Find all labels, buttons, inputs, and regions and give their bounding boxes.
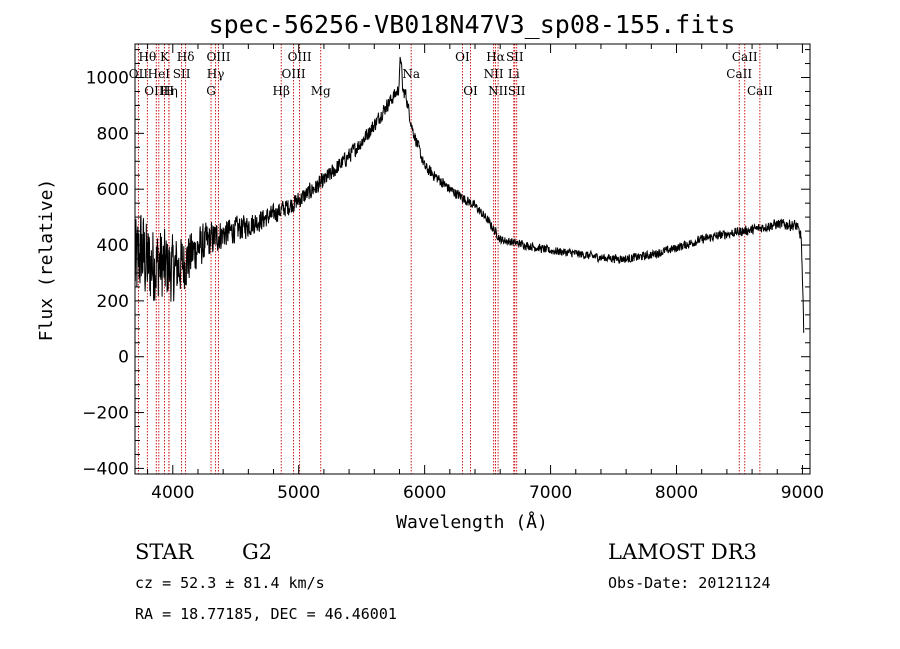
emission-line-label: HeI — [148, 67, 171, 81]
emission-line-label: OIII — [288, 50, 312, 64]
emission-line-label: NII — [488, 84, 508, 98]
x-tick-label: 7000 — [529, 483, 572, 503]
redshift-velocity: cz = 52.3 ± 81.4 km/s — [135, 574, 325, 592]
emission-line-label: Hγ — [207, 67, 225, 81]
emission-line-label: Mg — [311, 84, 331, 98]
y-tick-label: 800 — [97, 124, 129, 144]
y-tick-label: 400 — [97, 236, 129, 256]
emission-line-label: Na — [402, 67, 420, 81]
emission-line-label: SII — [508, 84, 526, 98]
y-tick-label: −400 — [82, 459, 129, 479]
emission-line-label: OIII — [206, 50, 230, 64]
y-tick-label: 0 — [118, 348, 129, 368]
x-tick-label: 8000 — [655, 483, 698, 503]
emission-line-label: G — [206, 84, 216, 98]
emission-line-labels: OII Hθ OIII HeI K HηH SII Hδ G Hγ OIII Hβ OIII OIII Mg… — [129, 50, 773, 98]
emission-line-label: OIII — [282, 67, 306, 81]
y-tick-label: 600 — [97, 180, 129, 200]
emission-line-label: SII — [173, 67, 191, 81]
emission-line-label: OI — [455, 50, 470, 64]
survey-name: LAMOST DR3 — [608, 540, 757, 564]
emission-line-label: OIII — [144, 84, 168, 98]
emission-line-label: OI — [463, 84, 478, 98]
emission-line-label: Li — [508, 67, 520, 81]
spectrum-line — [134, 56, 805, 333]
observation-date: Obs-Date: 20121124 — [608, 574, 771, 592]
emission-line-label: OII — [129, 67, 149, 81]
emission-lines-layer — [137, 44, 761, 474]
y-axis-label: Flux (relative) — [36, 179, 57, 342]
emission-line-label: K — [160, 50, 170, 64]
emission-line-label: Hδ — [177, 50, 195, 64]
sky-coordinates: RA = 18.77185, DEC = 46.46001 — [135, 605, 397, 623]
y-tick-label: −200 — [82, 404, 129, 424]
x-tick-label: 4000 — [151, 483, 194, 503]
emission-line-label: Hη — [160, 84, 178, 98]
emission-line-label: Hβ — [273, 84, 290, 98]
emission-line-label: Hθ — [138, 50, 156, 64]
y-tick-label: 200 — [97, 292, 129, 312]
emission-line-label: CaII — [732, 50, 758, 64]
spectral-subclass: G2 — [242, 540, 272, 564]
spectral-class: STAR — [135, 540, 194, 564]
emission-line-label: Hα — [486, 50, 505, 64]
emission-line-label: SII — [506, 50, 524, 64]
axis-tick-labels: 4000 5000 6000 7000 8000 9000 −400 −200 0 200 400 6… — [82, 69, 824, 503]
axis-ticks — [135, 44, 810, 474]
plot-frame — [134, 43, 811, 475]
emission-line-label: H — [164, 84, 174, 98]
x-tick-label: 5000 — [277, 483, 320, 503]
x-tick-label: 6000 — [403, 483, 446, 503]
x-axis-label: Wavelength (Å) — [396, 511, 548, 533]
x-tick-label: 9000 — [781, 483, 824, 503]
chart-title: spec-56256-VB018N47V3_sp08-155.fits — [209, 10, 736, 39]
emission-line-label: CaII — [747, 84, 773, 98]
emission-line-label: NII — [484, 67, 504, 81]
emission-line-label: CaII — [726, 67, 752, 81]
y-tick-label: 1000 — [86, 69, 129, 89]
